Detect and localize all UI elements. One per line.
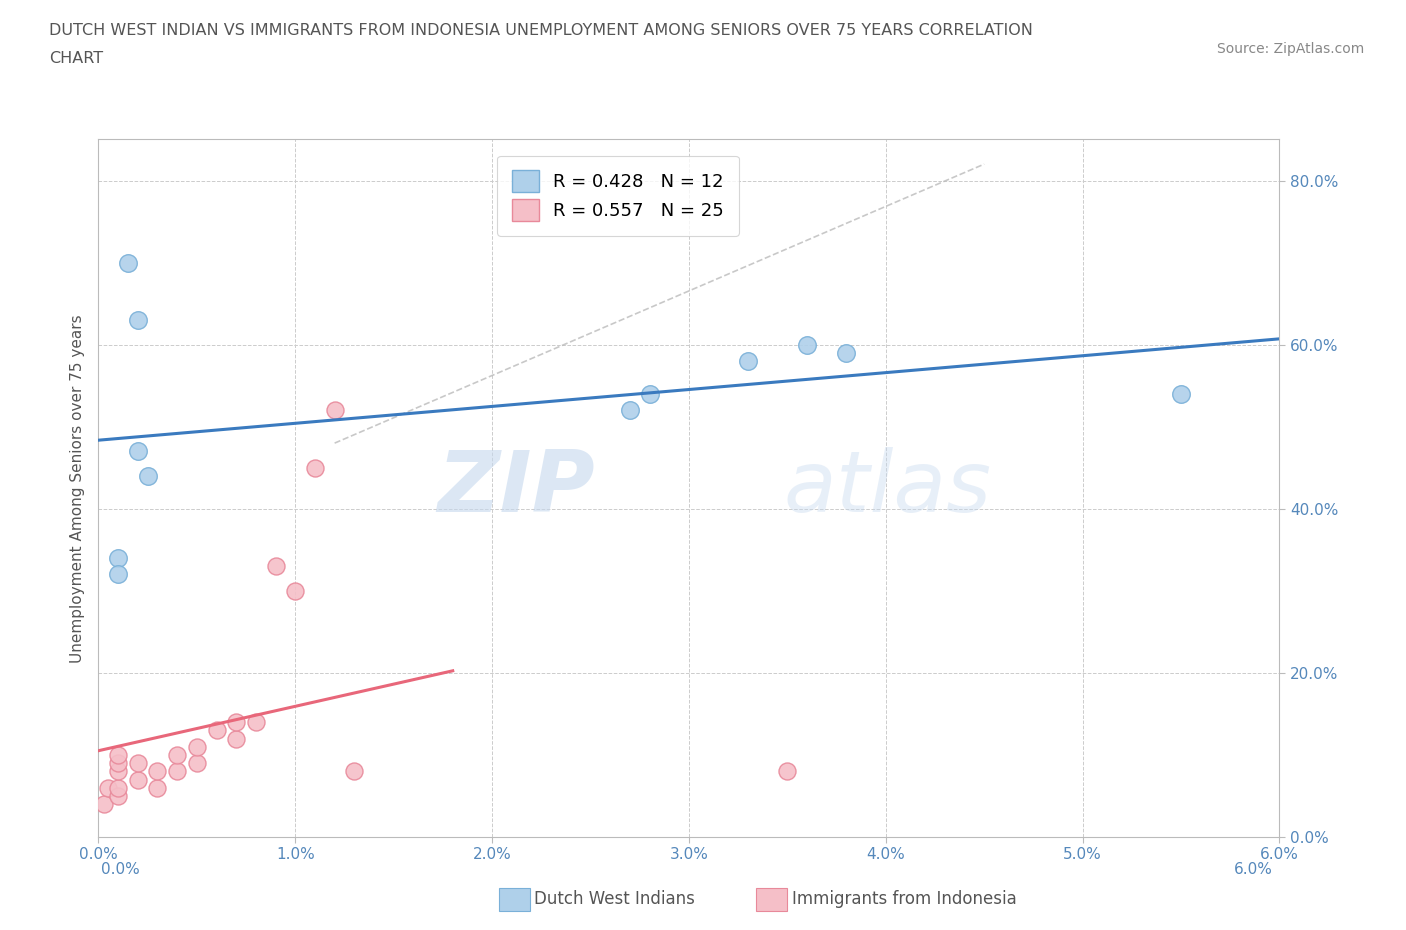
Point: [107, 789, 129, 804]
Y-axis label: Unemployment Among Seniors over 75 years: Unemployment Among Seniors over 75 years: [69, 314, 84, 662]
Text: atlas: atlas: [783, 446, 991, 530]
Point: [205, 723, 228, 737]
Point: [304, 460, 326, 475]
Text: 0.0%: 0.0%: [101, 862, 141, 877]
Text: DUTCH WEST INDIAN VS IMMIGRANTS FROM INDONESIA UNEMPLOYMENT AMONG SENIORS OVER 7: DUTCH WEST INDIAN VS IMMIGRANTS FROM IND…: [49, 23, 1033, 38]
Point: [835, 345, 858, 360]
Text: 6.0%: 6.0%: [1233, 862, 1272, 877]
Point: [264, 559, 287, 574]
Point: [127, 312, 149, 327]
Point: [117, 255, 139, 270]
Point: [136, 469, 159, 484]
Point: [638, 387, 661, 402]
Point: [107, 748, 129, 763]
Point: [323, 403, 346, 418]
Point: [127, 444, 149, 458]
Point: [107, 780, 129, 795]
Point: [737, 353, 759, 368]
Point: [225, 714, 247, 729]
Point: [107, 756, 129, 771]
Point: [225, 731, 247, 746]
Point: [166, 748, 188, 763]
Point: [796, 338, 818, 352]
Point: [776, 764, 799, 778]
Legend: R = 0.428   N = 12, R = 0.557   N = 25: R = 0.428 N = 12, R = 0.557 N = 25: [498, 155, 738, 235]
Point: [146, 780, 169, 795]
Point: [127, 772, 149, 787]
Point: [107, 551, 129, 565]
Point: [93, 797, 115, 812]
Point: [343, 764, 366, 778]
Point: [186, 739, 208, 754]
Point: [284, 583, 307, 598]
Text: CHART: CHART: [49, 51, 103, 66]
Point: [166, 764, 188, 778]
Text: ZIP: ZIP: [437, 446, 595, 530]
Point: [127, 756, 149, 771]
Point: [107, 567, 129, 582]
Point: [97, 780, 120, 795]
Text: Immigrants from Indonesia: Immigrants from Indonesia: [792, 890, 1017, 909]
Text: Dutch West Indians: Dutch West Indians: [534, 890, 695, 909]
Point: [619, 403, 641, 418]
Point: [245, 714, 267, 729]
Point: [146, 764, 169, 778]
Point: [186, 756, 208, 771]
Point: [1170, 387, 1192, 402]
Point: [107, 764, 129, 778]
Text: Source: ZipAtlas.com: Source: ZipAtlas.com: [1216, 42, 1364, 56]
